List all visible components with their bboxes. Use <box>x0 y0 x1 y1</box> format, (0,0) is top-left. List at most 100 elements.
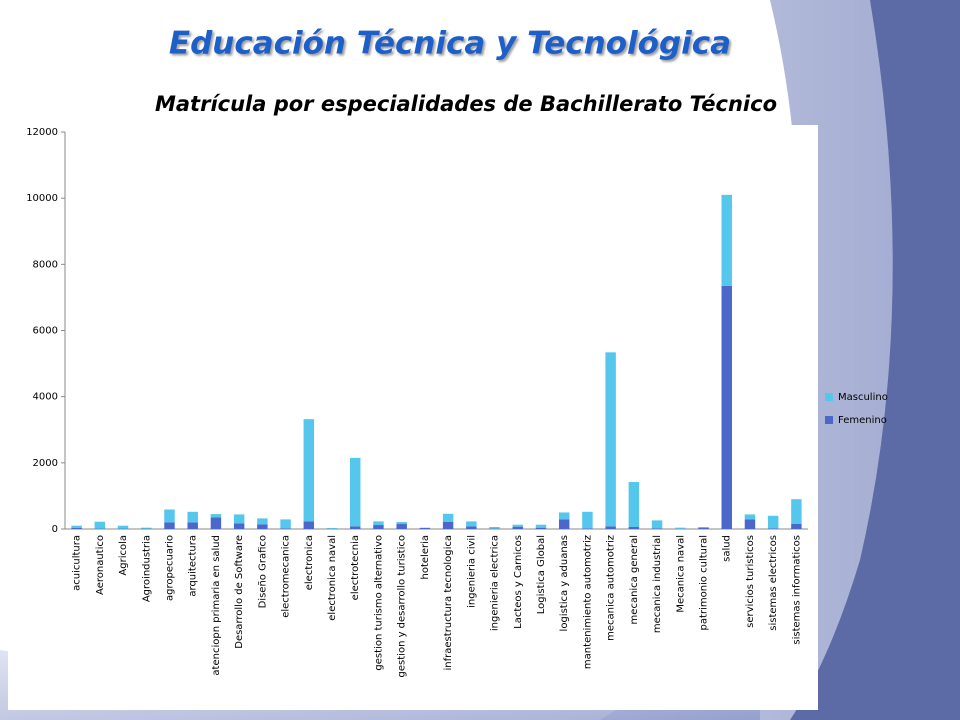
slide-title: Educación Técnica y Tecnológica <box>169 26 731 62</box>
x-tick-label: electronica naval <box>327 535 338 621</box>
x-tick-label: electrotecnia <box>350 535 361 600</box>
bar-segment <box>675 527 686 529</box>
bar-segment <box>628 482 640 528</box>
bar-segment <box>767 528 779 529</box>
bar-segment <box>558 519 570 529</box>
bar-segment <box>141 527 152 529</box>
legend-swatch <box>825 416 833 424</box>
x-tick-label: Lacteos y Carnicos <box>513 535 524 629</box>
bar-segment <box>280 519 291 529</box>
x-tick-label: logistica y aduanas <box>559 535 570 631</box>
x-tick-label: Agroindustria <box>141 535 152 602</box>
x-tick-label: Logistica Global <box>536 535 547 614</box>
bar-segment <box>117 525 129 529</box>
bar-segment <box>442 521 454 529</box>
x-tick-label: ingenieria electrica <box>490 535 501 631</box>
bar-segment <box>512 526 523 529</box>
x-tick-label: agropecuario <box>164 535 175 601</box>
bar-segment <box>466 526 477 529</box>
bar-segment <box>535 527 547 529</box>
bar-segment <box>582 511 593 529</box>
x-tick-label: Diseño Grafico <box>257 535 268 608</box>
bar-segment <box>350 457 361 527</box>
bar-segment <box>791 523 802 529</box>
bar-segment <box>558 512 570 520</box>
y-tick-label: 0 <box>52 524 58 535</box>
x-tick-label: sistemas informaticos <box>791 535 802 645</box>
bar-segment <box>350 526 361 529</box>
bar-segment <box>698 527 709 529</box>
x-tick-label: hoteleria <box>420 535 431 579</box>
x-tick-label: mecanica general <box>629 535 640 624</box>
bar-segment <box>210 514 222 518</box>
x-tick-label: gestion turismo alternativo <box>373 535 384 671</box>
y-tick-label: 12000 <box>26 127 58 138</box>
x-tick-label: gestion y desarrollo turistico <box>397 535 408 677</box>
bar-segment <box>605 352 616 527</box>
x-tick-label: Mecanica naval <box>675 535 686 613</box>
x-tick-label: mantenimiento automotriz <box>582 535 593 669</box>
x-tick-label: ingenieria civil <box>466 535 477 608</box>
bar-segment <box>187 511 198 523</box>
x-tick-label: electronica <box>304 535 315 590</box>
x-tick-label: atenciopn primaria en salud <box>211 535 222 676</box>
bar-segment <box>373 521 384 526</box>
x-tick-label: Aeronautico <box>95 535 106 595</box>
bar-segment <box>187 522 198 529</box>
bar-segment <box>94 521 106 529</box>
bar-segment <box>721 285 732 529</box>
bar-segment <box>651 528 663 529</box>
x-tick-label: Agricola <box>118 535 129 576</box>
bar-segment <box>512 524 523 527</box>
bar-segment <box>582 528 593 529</box>
legend-label: Femenino <box>838 415 887 426</box>
bar-segment <box>303 521 315 529</box>
y-tick-label: 4000 <box>33 392 58 403</box>
y-tick-label: 2000 <box>33 458 58 469</box>
bar-segment <box>257 524 268 529</box>
bar-segment <box>651 520 663 529</box>
bar-segment <box>233 514 245 524</box>
bar-segment <box>71 525 82 529</box>
bar-segment <box>396 522 407 525</box>
bar-segment <box>326 528 338 529</box>
bar-segment <box>744 519 756 529</box>
x-tick-label: mecanica industrial <box>652 535 663 633</box>
x-tick-label: salud <box>722 535 733 562</box>
chart-title: Matrícula por especialidades de Bachille… <box>155 92 777 116</box>
bar-segment <box>396 524 407 529</box>
bar-segment <box>164 522 175 529</box>
bar-segment <box>257 518 268 525</box>
bar-segment <box>210 517 222 529</box>
bar-segment <box>164 509 175 523</box>
x-tick-label: mecanica automotriz <box>606 535 617 641</box>
y-tick-label: 10000 <box>26 193 58 204</box>
bar-segment <box>605 526 616 529</box>
bar-segment <box>721 194 732 286</box>
x-tick-label: arquitectura <box>188 535 199 597</box>
x-tick-label: patrimonio cultural <box>699 535 710 630</box>
x-tick-label: acuicultura <box>72 535 83 591</box>
bar-segment <box>303 419 315 522</box>
bar-segment <box>767 515 779 529</box>
bar-segment <box>744 514 756 520</box>
y-tick-label: 8000 <box>33 259 58 270</box>
bar-segment <box>466 521 477 527</box>
bar-segment <box>233 523 245 529</box>
bar-segment <box>791 499 802 524</box>
bar-segment <box>489 527 500 529</box>
bar-segment <box>442 513 454 522</box>
bar-segment <box>280 528 291 529</box>
bar-segment <box>419 528 431 529</box>
x-tick-label: servicios turisticos <box>745 535 756 628</box>
x-tick-label: sistemas electricos <box>768 535 779 631</box>
legend-label: Masculino <box>838 392 888 403</box>
x-tick-label: Desarrollo de Software <box>234 535 245 649</box>
bar-segment <box>373 525 384 529</box>
x-tick-label: infraestructura tecnologica <box>443 535 454 670</box>
bar-segment <box>535 524 547 528</box>
bar-segment <box>628 527 640 529</box>
bar-segment <box>698 527 709 528</box>
